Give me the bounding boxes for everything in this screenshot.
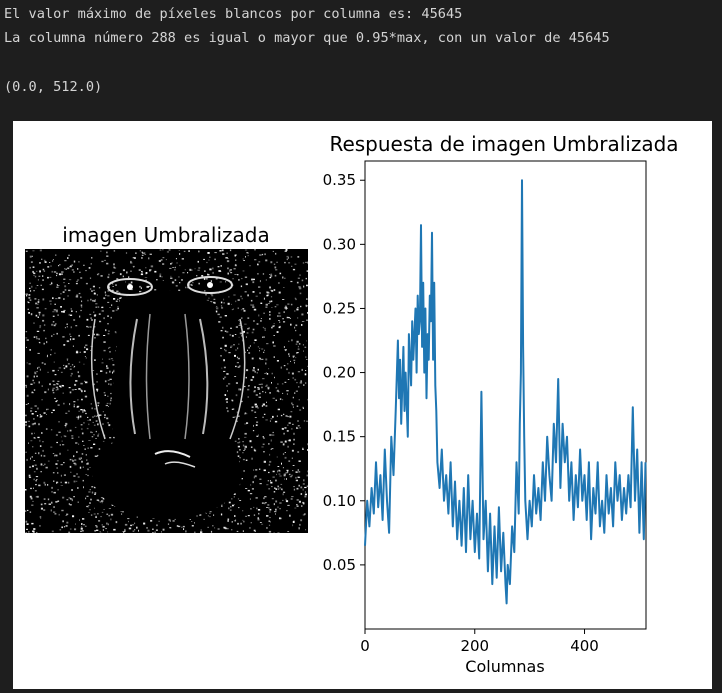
y-tick-label: 0.35 [323,171,356,189]
y-tick-label: 0.15 [323,428,356,446]
x-tick-label: 200 [460,637,489,655]
y-axis: 0.05 0.10 0.15 0.20 0.25 0.30 0.35 [323,171,365,574]
y-tick-label: 0.25 [323,299,356,317]
x-axis: 0 200 400 [360,629,599,655]
left-panel-title: imagen Umbralizada [62,223,269,247]
thresholded-image-canvas [25,249,308,533]
series-line [365,180,646,603]
y-tick-label: 0.10 [323,492,356,510]
y-tick-label: 0.20 [323,364,356,382]
x-tick-label: 0 [360,637,370,655]
output-line-column: La columna número 288 es igual o mayor q… [4,29,610,47]
chart-title: Respuesta de imagen Umbralizada [329,132,678,156]
x-axis-label: Columnas [465,657,544,676]
matplotlib-figure: imagen Umbralizada Respuesta de imagen U… [13,121,712,689]
output-line-max: El valor máximo de píxeles blancos por c… [4,5,462,23]
output-line-tuple: (0.0, 512.0) [4,78,102,96]
y-tick-label: 0.05 [323,556,356,574]
y-tick-label: 0.30 [323,235,356,253]
thresholded-image [25,249,308,533]
x-tick-label: 400 [570,637,599,655]
